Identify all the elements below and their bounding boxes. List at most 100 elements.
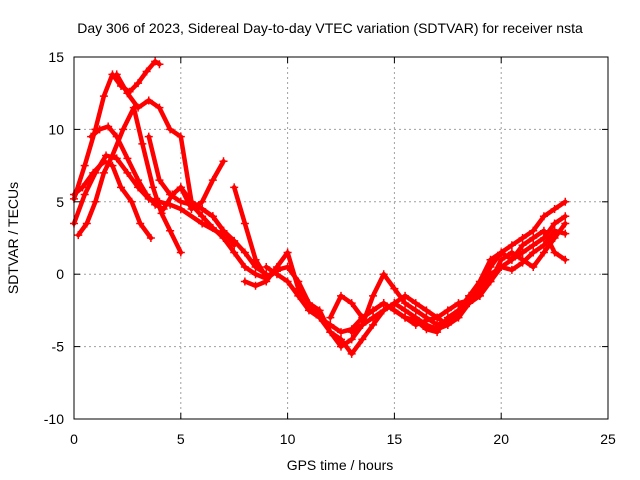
data-point-marker <box>219 157 228 166</box>
data-point-marker <box>240 248 249 257</box>
data-point-marker <box>529 226 538 235</box>
data-point-marker <box>443 316 452 325</box>
data-point-marker <box>272 262 281 271</box>
data-point-marker <box>401 313 410 322</box>
data-point-marker <box>486 277 495 286</box>
data-point-marker <box>337 335 345 344</box>
data-point-marker <box>142 67 151 76</box>
series-sat-8 <box>176 157 228 214</box>
data-point-marker <box>159 205 168 214</box>
data-point-marker <box>369 320 378 329</box>
data-point-marker <box>82 219 91 228</box>
plot-frame <box>73 56 609 420</box>
data-point-marker <box>433 313 442 322</box>
data-point-marker <box>176 197 185 206</box>
data-point-marker <box>326 313 335 322</box>
data-point-marker <box>315 313 324 322</box>
y-tick-label: -5 <box>52 339 65 355</box>
data-point-marker <box>208 223 217 232</box>
data-point-marker <box>134 79 143 88</box>
data-point-marker <box>80 190 89 199</box>
data-point-marker <box>529 248 538 257</box>
data-point-marker <box>283 277 292 286</box>
chart-title: Day 306 of 2023, Sidereal Day-to-day VTE… <box>77 20 583 36</box>
data-point-marker <box>112 154 121 163</box>
data-point-marker <box>497 248 506 257</box>
data-point-marker <box>240 219 249 228</box>
y-tick-label: 15 <box>48 49 64 65</box>
data-point-marker <box>166 226 175 235</box>
data-point-marker <box>136 219 145 228</box>
data-point-marker <box>146 234 155 242</box>
data-point-marker <box>104 122 113 131</box>
data-point-marker <box>230 236 239 245</box>
data-point-marker <box>529 241 538 250</box>
data-point-marker <box>358 320 367 329</box>
data-point-marker <box>91 197 100 206</box>
data-point-marker <box>144 132 153 141</box>
x-tick-label: 5 <box>177 431 185 447</box>
data-point-marker <box>475 284 484 293</box>
data-point-marker <box>123 154 132 163</box>
data-point-marker <box>134 176 143 185</box>
data-point-marker <box>337 328 345 337</box>
data-point-marker <box>465 291 474 300</box>
data-point-marker <box>95 125 104 134</box>
data-point-marker <box>507 265 516 274</box>
data-point-marker <box>486 255 495 264</box>
data-point-marker <box>99 168 108 177</box>
data-point-marker <box>262 277 271 286</box>
data-series <box>70 57 570 358</box>
data-point-marker <box>219 234 228 242</box>
data-point-marker <box>379 299 388 308</box>
data-point-marker <box>411 320 420 329</box>
data-point-marker <box>561 212 570 221</box>
data-point-marker <box>198 212 207 221</box>
data-point-marker <box>411 299 420 308</box>
data-point-marker <box>176 205 185 214</box>
data-point-marker <box>108 151 117 160</box>
data-point-marker <box>294 291 303 300</box>
data-point-marker <box>251 270 260 279</box>
y-axis-label: SDTVAR / TECUs <box>5 182 21 294</box>
data-point-marker <box>422 306 431 315</box>
data-point-marker <box>561 219 570 228</box>
data-point-marker <box>529 234 538 242</box>
data-point-marker <box>262 262 271 271</box>
series-line <box>114 72 269 277</box>
data-point-marker <box>134 103 143 112</box>
data-point-marker <box>390 306 399 315</box>
data-point-marker <box>116 183 125 192</box>
x-tick-label: 10 <box>280 431 296 447</box>
data-point-marker <box>326 328 335 337</box>
data-point-marker <box>176 132 185 141</box>
data-point-marker <box>497 255 506 264</box>
data-point-marker <box>390 299 399 308</box>
data-point-marker <box>337 291 345 300</box>
series-sat-13 <box>347 219 570 337</box>
data-point-marker <box>539 248 548 257</box>
data-point-marker <box>208 176 217 185</box>
data-point-marker <box>119 125 128 134</box>
data-point-marker <box>123 168 132 177</box>
data-point-marker <box>166 125 175 134</box>
data-point-marker <box>230 183 239 192</box>
data-point-marker <box>149 183 158 192</box>
data-point-marker <box>151 57 160 66</box>
data-point-marker <box>198 219 207 228</box>
data-point-marker <box>507 248 516 257</box>
data-point-marker <box>507 255 516 264</box>
data-point-marker <box>198 197 207 206</box>
data-point-marker <box>518 241 527 250</box>
data-point-marker <box>240 262 249 271</box>
data-point-marker <box>157 209 166 218</box>
data-point-marker <box>219 226 228 235</box>
data-point-marker <box>475 291 484 300</box>
data-point-marker <box>78 183 87 192</box>
data-point-marker <box>74 231 83 240</box>
series-line <box>76 105 184 255</box>
data-point-marker <box>80 161 89 170</box>
data-point-marker <box>561 197 570 206</box>
data-point-marker <box>358 335 367 344</box>
data-point-marker <box>422 313 431 322</box>
